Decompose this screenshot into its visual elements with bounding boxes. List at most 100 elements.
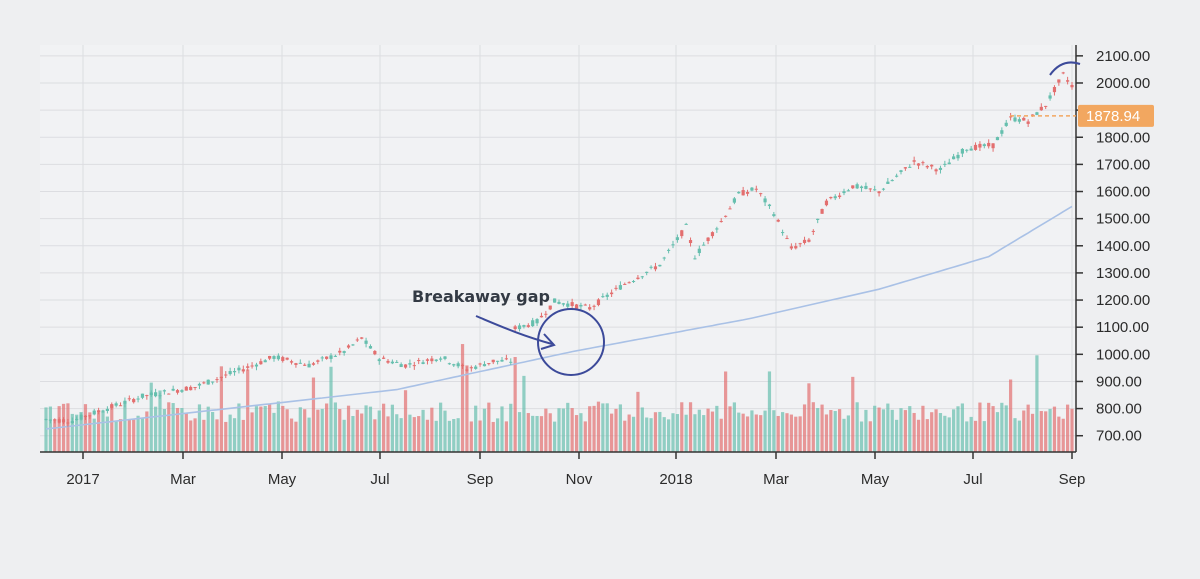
candle-body [373,350,377,355]
candle [776,218,780,223]
volume-bar [908,406,912,452]
candle [482,361,487,367]
candle-body [741,190,745,196]
volume-bar [333,402,337,452]
breakaway-gap-annotation: Breakaway gap [412,61,1081,376]
moving-average-line [45,205,1073,430]
volume-bar [66,403,70,452]
candlesticks [44,71,1074,427]
volume-bar [745,416,750,452]
candle [763,196,767,207]
candle [57,417,61,424]
candle [1066,76,1070,85]
candle-body [930,164,934,167]
candle-body [487,363,491,365]
volume-bar [732,402,736,452]
volume-bar [469,421,473,452]
volume-bar [921,405,925,452]
candle [123,397,127,408]
volume-bar [421,409,425,452]
volume-bar [750,410,754,452]
candle-body [680,230,684,237]
candle-body [517,325,522,330]
candle-body [259,361,263,365]
volume-bar [846,415,850,452]
axes [40,45,1083,459]
volume-bar [952,409,956,452]
candle [289,359,294,365]
candle [601,293,605,298]
volume-bar [487,402,491,452]
candle [772,211,776,218]
candle [298,359,302,364]
candle-body [667,249,671,251]
volume-bar [118,419,123,452]
volume-bar [1000,402,1004,452]
volume-bar [724,371,728,452]
candle-body [759,193,763,195]
volume-bar [70,413,74,452]
candle-body [281,357,285,361]
candle-body [127,398,131,400]
candle [662,256,666,261]
volume-bar [868,421,872,452]
volume-bar [272,412,276,452]
candle-body [289,361,294,363]
volume-bar [1035,355,1039,452]
candle [706,237,710,245]
candle [395,360,399,363]
candle [1044,105,1048,110]
candle-body [443,356,447,359]
volume-bar [807,383,811,452]
candle-body [737,192,741,194]
volume-bar [145,411,149,452]
volume-bar [522,375,526,452]
volume-bar [877,407,881,452]
candle [645,271,649,276]
candle [824,198,829,207]
candle [1048,92,1052,101]
candle-body [715,228,719,230]
candle [399,362,403,368]
candle [886,177,890,185]
candle-body [675,237,679,241]
volume-bar [1066,404,1070,452]
volume-bar [684,414,688,452]
candle-body [561,303,565,305]
candle [504,354,508,361]
candle [596,298,601,307]
volume-bar [351,415,355,452]
candle [154,388,158,398]
candle [925,165,929,169]
y-tick-label: 1400.00 [1096,238,1150,255]
volume-bar [973,420,978,452]
x-tick-label: Sep [1059,471,1086,488]
candle-body [158,395,162,397]
volume-bar [474,405,478,452]
candle [732,197,736,205]
volume-bar [167,402,171,452]
candle-body [180,390,184,392]
candle-body [425,359,430,361]
candle [491,359,495,365]
volume-bar [899,408,903,452]
candle-body [732,198,736,203]
candle [881,187,886,191]
candle-body [390,361,394,364]
volume-bar [211,412,215,452]
volume-bar [460,344,465,452]
candle-body [118,405,123,407]
volume-bar [737,412,741,452]
candle [175,389,180,395]
candle-body [232,371,237,373]
candle-body [794,246,798,249]
candle [254,362,259,371]
candle [658,264,662,267]
candle-body [211,381,215,383]
candle [412,361,416,370]
candle [443,356,447,361]
candle-body [360,337,364,339]
candle [92,408,96,416]
candle-body [631,281,636,283]
candle [535,318,539,327]
